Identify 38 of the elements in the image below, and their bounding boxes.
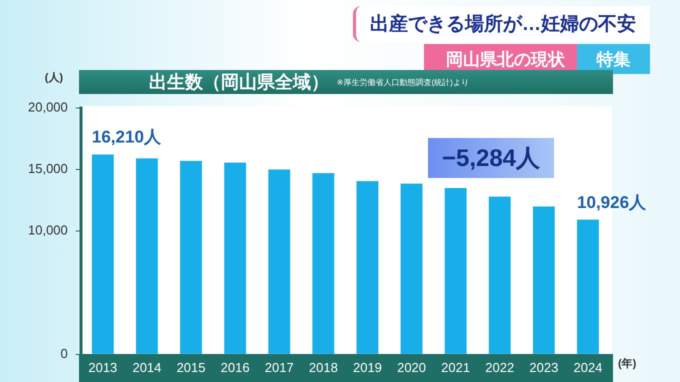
data-label: 10,926人 xyxy=(577,192,648,212)
x-tick-label: 2019 xyxy=(352,360,382,375)
y-tick-label: 15,000 xyxy=(28,161,68,176)
y-axis-title: (人) xyxy=(44,71,64,85)
text: 特集 xyxy=(577,44,650,74)
bar xyxy=(400,184,422,354)
bar xyxy=(577,220,599,354)
x-tick-label: 2017 xyxy=(264,360,294,375)
x-tick-label: 2024 xyxy=(573,360,602,375)
x-tick-label: 2018 xyxy=(308,360,338,375)
bar xyxy=(356,181,378,354)
bar xyxy=(92,154,114,354)
bar xyxy=(444,188,467,354)
annotation: −5,284人 xyxy=(428,138,554,178)
x-tick-label: 2021 xyxy=(441,360,470,375)
x-tick-label: 2016 xyxy=(220,360,250,375)
bar xyxy=(532,206,555,354)
x-tick-label: 2023 xyxy=(529,360,558,375)
text: 岡山県北の現状 xyxy=(424,44,577,74)
bar xyxy=(136,158,158,354)
chart-title: 出生数（岡山県全域） xyxy=(148,71,329,94)
x-tick-label: 2015 xyxy=(176,360,206,375)
bar xyxy=(488,196,511,354)
x-axis-title: (年) xyxy=(618,356,636,372)
x-tick-label: 2013 xyxy=(88,360,118,375)
data-label: 16,210人 xyxy=(92,128,162,147)
text: ※厚生労働省人口動態調査(統計)より xyxy=(336,76,469,88)
x-tick-label: 2014 xyxy=(132,360,162,375)
x-tick-label: 2022 xyxy=(485,360,514,375)
x-tick-label: 2020 xyxy=(397,360,426,375)
chart-subtitle: 出産できる場所が…妊婦の不安 xyxy=(353,6,650,42)
bar xyxy=(268,169,290,354)
y-tick-label: 20,000 xyxy=(28,99,68,114)
y-tick-label: 10,000 xyxy=(28,222,68,238)
y-tick-label: 0 xyxy=(60,346,68,361)
bar xyxy=(180,160,202,354)
bar xyxy=(224,162,246,354)
bar xyxy=(312,173,334,354)
